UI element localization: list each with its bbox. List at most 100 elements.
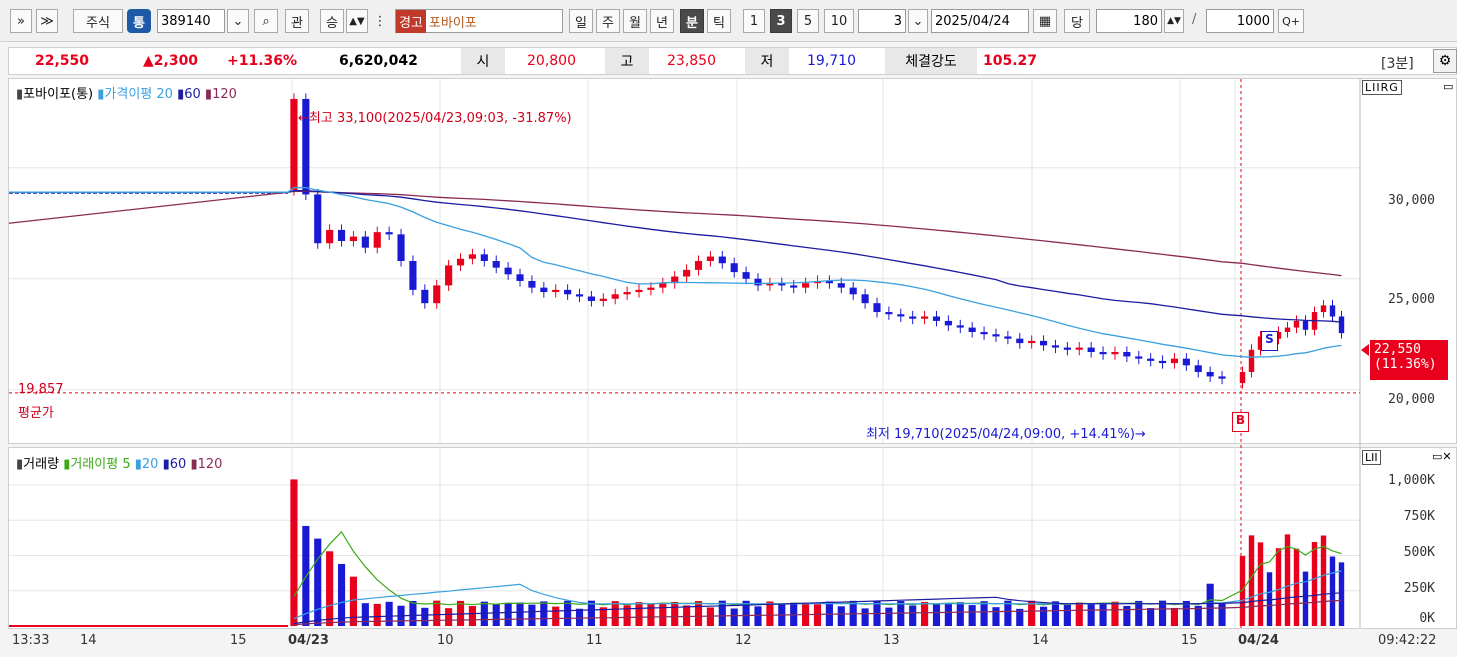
candle-body [599, 298, 607, 301]
volume-bar [1111, 601, 1119, 626]
strength-value: 105.27 [983, 53, 1038, 69]
toolbar: » ≫ 주식 통 389140 ⌄ ⌕ 관 승 ▲▼ ⋮ 경고 포바이포 일 주… [0, 0, 1457, 42]
average-price-value: 19,857 [18, 382, 64, 397]
candle-body [611, 294, 619, 299]
candle-body [445, 265, 453, 286]
candle-body [1182, 358, 1190, 366]
market-select[interactable]: 주식 [73, 9, 123, 33]
candle-body [1329, 305, 1336, 317]
open-price: 20,800 [527, 53, 576, 69]
zoom-in-icon[interactable]: Q+ [1278, 9, 1304, 33]
integrated-market-badge[interactable]: 통 [127, 9, 151, 33]
vma5-line [293, 530, 1342, 606]
volume-bar [647, 603, 655, 626]
candle-body [552, 289, 560, 293]
watchlist-button[interactable]: 관 [285, 9, 309, 33]
chevron-down-icon[interactable]: ⌄ [908, 9, 928, 33]
sell-signal-marker[interactable]: S [1261, 331, 1278, 351]
interval-10[interactable]: 10 [824, 9, 854, 33]
stock-name-field[interactable]: 경고 포바이포 [395, 9, 563, 33]
volume-bar [1194, 605, 1202, 626]
candle-body [575, 294, 584, 297]
menu-dots-icon[interactable]: ⋮ [373, 13, 387, 29]
period-year[interactable]: 년 [650, 9, 674, 33]
today-button[interactable]: 당 [1064, 9, 1090, 33]
interval-1[interactable]: 1 [743, 9, 765, 33]
volume-bar [504, 602, 512, 626]
period-minute[interactable]: 분 [680, 9, 704, 33]
volume-bar [683, 605, 691, 626]
candle-body [885, 312, 893, 315]
candle-body [837, 283, 845, 288]
interval-5[interactable]: 5 [797, 9, 819, 33]
low-label: 저 [745, 48, 789, 74]
calendar-icon[interactable]: ▦ [1033, 9, 1057, 33]
volume-bar [754, 606, 762, 626]
count-input[interactable]: 180 [1096, 9, 1162, 33]
volume-panel-controls[interactable]: LII [1362, 450, 1381, 465]
volume-y-tick: 0K [1419, 611, 1435, 626]
legend-vma20: 20 [141, 457, 159, 472]
candle-body [337, 229, 346, 242]
volume-bar [1040, 606, 1048, 626]
collapse-button[interactable]: ≫ [36, 9, 58, 33]
candle-body [1275, 332, 1282, 339]
date-input[interactable]: 2025/04/24 [931, 9, 1029, 33]
volume-bar [492, 604, 500, 626]
y-tick: 20,000 [1388, 392, 1435, 407]
volume-bar [421, 607, 429, 626]
volume-bar [635, 602, 643, 626]
period-month[interactable]: 월 [623, 9, 647, 33]
maximize-icon[interactable]: ▭ [1443, 80, 1454, 93]
candle-body [528, 280, 536, 288]
candle-body [1016, 338, 1024, 344]
volume-bar [326, 551, 334, 626]
candle-body [909, 316, 917, 319]
volume-bar [730, 608, 738, 626]
max-count-input[interactable]: 1000 [1206, 9, 1274, 33]
count-spinner-icon[interactable]: ▲▼ [1164, 9, 1184, 33]
spinner-icon[interactable]: ▲▼ [346, 9, 368, 33]
period-day[interactable]: 일 [569, 9, 593, 33]
candle-body [1111, 352, 1119, 355]
sort-button[interactable]: 승 [320, 9, 344, 33]
volume-bar [1275, 548, 1282, 626]
candle-body [659, 283, 667, 288]
candle-body [302, 98, 310, 195]
buy-signal-marker[interactable]: B [1232, 412, 1249, 432]
chevron-down-icon[interactable]: ⌄ [227, 9, 249, 33]
volume-bar [564, 600, 572, 626]
candle-body [480, 254, 488, 261]
interval-3[interactable]: 3 [770, 9, 792, 33]
stock-code-input[interactable]: 389140 [157, 9, 225, 33]
price-change: ▲2,300 [143, 53, 199, 69]
candle-body [373, 232, 381, 248]
volume-bar [813, 604, 822, 626]
search-icon[interactable]: ⌕ [254, 9, 278, 33]
expand-button[interactable]: » [10, 9, 32, 33]
candle-body [1248, 349, 1255, 372]
volume-bar [706, 607, 714, 626]
candle-body [1040, 340, 1048, 346]
candle-body [587, 296, 595, 301]
interval-input[interactable]: 3 [858, 9, 906, 33]
volume-bar [1206, 583, 1214, 626]
candle-body [1194, 365, 1202, 372]
volume-panel[interactable] [8, 447, 1457, 629]
volume-bar [659, 603, 667, 626]
period-week[interactable]: 주 [596, 9, 620, 33]
maximize-icon[interactable]: ▭✕ [1432, 450, 1452, 463]
period-tick[interactable]: 틱 [707, 9, 731, 33]
candle-body [1087, 347, 1095, 352]
candle-body [683, 269, 691, 277]
y-tick: 25,000 [1388, 292, 1435, 307]
panel-controls[interactable]: LIIRG [1362, 80, 1402, 95]
volume-bar [468, 606, 476, 626]
volume-bar [1311, 541, 1318, 626]
x-tick: 13 [883, 633, 900, 648]
volume-bar [980, 601, 988, 626]
candle-body [361, 236, 369, 248]
volume-bar [766, 601, 774, 626]
volume-bar [552, 606, 560, 626]
